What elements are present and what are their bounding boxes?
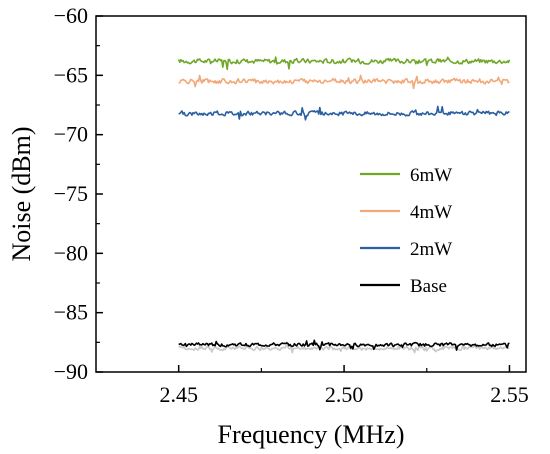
x-tick-label: 2.50 <box>325 382 364 407</box>
series-line-2mw <box>178 105 510 121</box>
legend-label: 6mW <box>410 165 452 186</box>
legend-label: 2mW <box>410 239 452 260</box>
plot-frame <box>95 15 527 373</box>
x-tick-label: 2.55 <box>490 382 529 407</box>
series-line-base <box>178 339 510 351</box>
x-axis-label: Frequency (MHz) <box>218 420 405 449</box>
x-axis-ticks: 2.45 2.50 2.55 <box>159 365 529 407</box>
y-tick-label: −65 <box>54 62 88 87</box>
series-line-unlabeled <box>178 341 510 354</box>
legend: 6mW 4mW 2mW Base <box>360 165 452 297</box>
x-tick-label: 2.45 <box>159 382 198 407</box>
y-tick-label: −75 <box>54 181 88 206</box>
plot-lines <box>177 56 511 354</box>
legend-label: Base <box>410 276 447 297</box>
y-axis-ticks: −60 −65 −70 −75 −80 −85 −90 <box>54 3 103 384</box>
y-tick-label: −85 <box>54 300 88 325</box>
y-axis-label: Noise (dBm) <box>7 126 36 261</box>
legend-label: 4mW <box>410 202 452 223</box>
y-tick-label: −80 <box>54 240 88 265</box>
y-tick-label: −70 <box>54 122 88 147</box>
y-tick-label: −60 <box>54 3 88 28</box>
y-tick-label: −90 <box>54 359 88 384</box>
series-line-4mw <box>178 74 510 90</box>
series-line-6mw <box>177 56 511 71</box>
